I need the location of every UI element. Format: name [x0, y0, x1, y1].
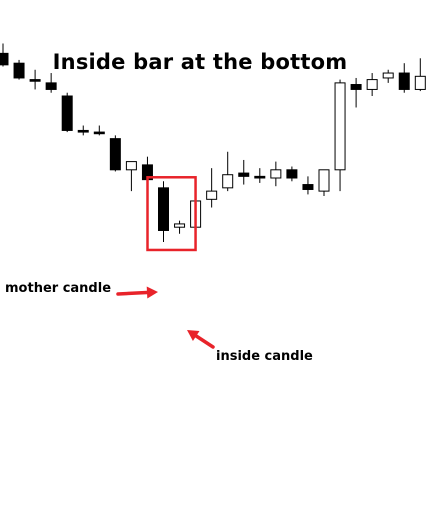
candle-3 — [29, 69, 41, 90]
candle-15 — [222, 151, 234, 192]
candle-17 — [254, 168, 266, 183]
arrow-shaft — [116, 290, 149, 296]
candle-27 — [414, 58, 426, 92]
candle-9 — [125, 161, 137, 192]
candle-body-bearish — [29, 79, 41, 82]
candle-6 — [77, 125, 89, 136]
candle-20 — [302, 176, 314, 195]
candle-body-bullish — [174, 223, 186, 228]
candle-24 — [366, 73, 378, 96]
candles-group — [0, 43, 426, 242]
candle-body-bearish — [398, 72, 410, 90]
candle-1 — [0, 43, 9, 67]
candle-body-bullish — [318, 169, 330, 192]
candle-body-bearish — [238, 172, 250, 177]
mother-candle-arrow — [116, 286, 158, 299]
chart-title: Inside bar at the bottom — [52, 50, 348, 74]
candle-body-bearish — [93, 131, 105, 135]
candle-26 — [398, 63, 410, 93]
candle-body-bullish — [382, 72, 394, 79]
candle-18 — [270, 161, 282, 187]
candle-body-bearish — [0, 52, 9, 66]
candle-14 — [206, 168, 218, 208]
candle-body-bullish — [125, 161, 137, 171]
annotation-overlay — [116, 176, 215, 349]
candle-23 — [350, 77, 362, 108]
candle-body-bearish — [109, 138, 121, 171]
candle-25 — [382, 69, 394, 83]
candle-19 — [286, 166, 298, 182]
inside-candle-label: inside candle — [216, 349, 313, 364]
candle-body-bearish — [302, 184, 314, 190]
candle-4 — [45, 73, 57, 93]
candle-12 — [174, 220, 186, 234]
candle-21 — [318, 169, 330, 197]
candle-2 — [13, 59, 25, 80]
candle-body-bearish — [61, 95, 73, 131]
candle-body-bearish — [286, 169, 298, 179]
candle-22 — [334, 79, 346, 192]
candle-body-bullish — [334, 82, 346, 171]
arrow-head — [146, 286, 158, 299]
candle-16 — [238, 159, 250, 185]
candle-body-bearish — [158, 187, 169, 231]
candle-body-bearish — [45, 82, 57, 90]
candle-body-bullish — [366, 79, 378, 90]
arrow-shaft — [194, 334, 215, 349]
candle-body-bullish — [414, 75, 426, 90]
highlight-box — [146, 176, 197, 252]
candle-5 — [61, 92, 73, 133]
candle-body-bearish — [254, 175, 266, 179]
candle-8 — [109, 135, 121, 172]
candle-body-bearish — [77, 129, 89, 133]
candle-body-bearish — [350, 84, 362, 90]
inside-candle-arrow — [187, 330, 215, 349]
mother-candle-label: mother candle — [5, 281, 112, 296]
candle-body-bullish — [270, 169, 282, 179]
candle-body-bearish — [13, 62, 25, 79]
candle-body-bullish — [222, 174, 234, 189]
arrow-head — [187, 330, 200, 342]
candle-body-bullish — [206, 190, 218, 200]
candle-7 — [93, 125, 105, 136]
candle-11 — [158, 181, 169, 242]
